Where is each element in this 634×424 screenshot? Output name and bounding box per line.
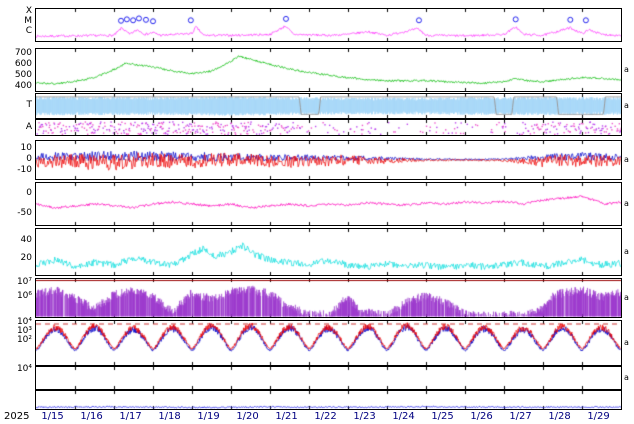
panel-panel-bottom-plot (36, 391, 621, 409)
y-tick-label: M (24, 16, 32, 26)
y-tick-label: 10³ (16, 326, 32, 337)
x-tick-label: 1/26 (470, 411, 493, 422)
x-tick-label: 1/16 (80, 411, 103, 422)
y-tick-label: 0 (26, 188, 32, 198)
panel-panel-bottom (35, 390, 622, 410)
panel-temperature-plot (36, 94, 621, 118)
panel-dst-plot (36, 183, 621, 225)
x-tick-label: 1/24 (392, 411, 415, 422)
panel-protons-plot (36, 279, 621, 317)
panel-electrons (35, 320, 622, 366)
x-axis-year-label: 2025 (4, 411, 30, 422)
right-axis-label: a (624, 155, 629, 164)
y-tick-label: 10⁴ (16, 317, 32, 328)
y-tick-label: C (25, 26, 32, 36)
right-axis-label: a (624, 338, 629, 347)
y-tick-label: 10 (20, 142, 32, 153)
x-tick-label: 1/22 (314, 411, 337, 422)
y-tick-label: -50 (17, 208, 32, 218)
x-tick-label: 1/18 (158, 411, 181, 422)
y-tick-label: 500 (14, 69, 32, 80)
y-tick-label: 20 (20, 252, 32, 263)
x-tick-label: 1/27 (509, 411, 532, 422)
panel-xray-flares (35, 8, 622, 42)
x-tick-label: 1/25 (431, 411, 454, 422)
y-tick-label: -10 (17, 165, 32, 176)
x-tick-label: 1/29 (587, 411, 610, 422)
panel-electrons-plot (36, 321, 621, 365)
panel-dst (35, 182, 622, 226)
x-tick-label: 1/17 (119, 411, 142, 422)
panel-temperature (35, 93, 622, 119)
y-tick-label: 0 (26, 154, 32, 164)
y-tick-label: 400 (14, 80, 32, 91)
y-tick-label: 10⁷ (16, 277, 32, 288)
x-tick-label: 1/19 (197, 411, 220, 422)
right-axis-label: a (624, 65, 629, 74)
y-tick-label: 600 (14, 59, 32, 70)
panel-a-index-plot (36, 120, 621, 135)
panel-imf-plot (36, 141, 621, 179)
x-tick-label: 1/28 (548, 411, 571, 422)
panel-a-index (35, 119, 622, 136)
x-tick-label: 1/23 (353, 411, 376, 422)
y-tick-label: T (26, 100, 33, 110)
panel-panel-blank-plot (36, 367, 621, 389)
right-axis-label: a (624, 373, 629, 382)
y-tick-label: X (25, 6, 32, 16)
x-tick-label: 1/15 (41, 411, 64, 422)
right-axis-label: a (624, 199, 629, 208)
panel-xray-flares-plot (36, 9, 621, 41)
right-axis-label: a (624, 247, 629, 256)
y-tick-label: 10⁶ (16, 290, 32, 301)
panel-solar-wind-speed (35, 48, 622, 92)
panel-density-plot (36, 229, 621, 275)
panel-solar-wind-speed-plot (36, 49, 621, 91)
x-tick-label: 1/20 (236, 411, 259, 422)
right-axis-label: a (624, 293, 629, 302)
panel-density (35, 228, 622, 276)
y-tick-label: 700 (14, 48, 32, 59)
x-tick-label: 1/21 (275, 411, 298, 422)
y-tick-label: A (25, 121, 32, 132)
y-tick-label: 10⁴ (16, 363, 32, 374)
panel-panel-blank (35, 366, 622, 390)
panel-protons (35, 278, 622, 318)
panel-imf (35, 140, 622, 180)
right-axis-label: a (624, 101, 629, 110)
y-tick-label: 40 (20, 235, 32, 246)
y-tick-label: 10² (16, 334, 32, 345)
